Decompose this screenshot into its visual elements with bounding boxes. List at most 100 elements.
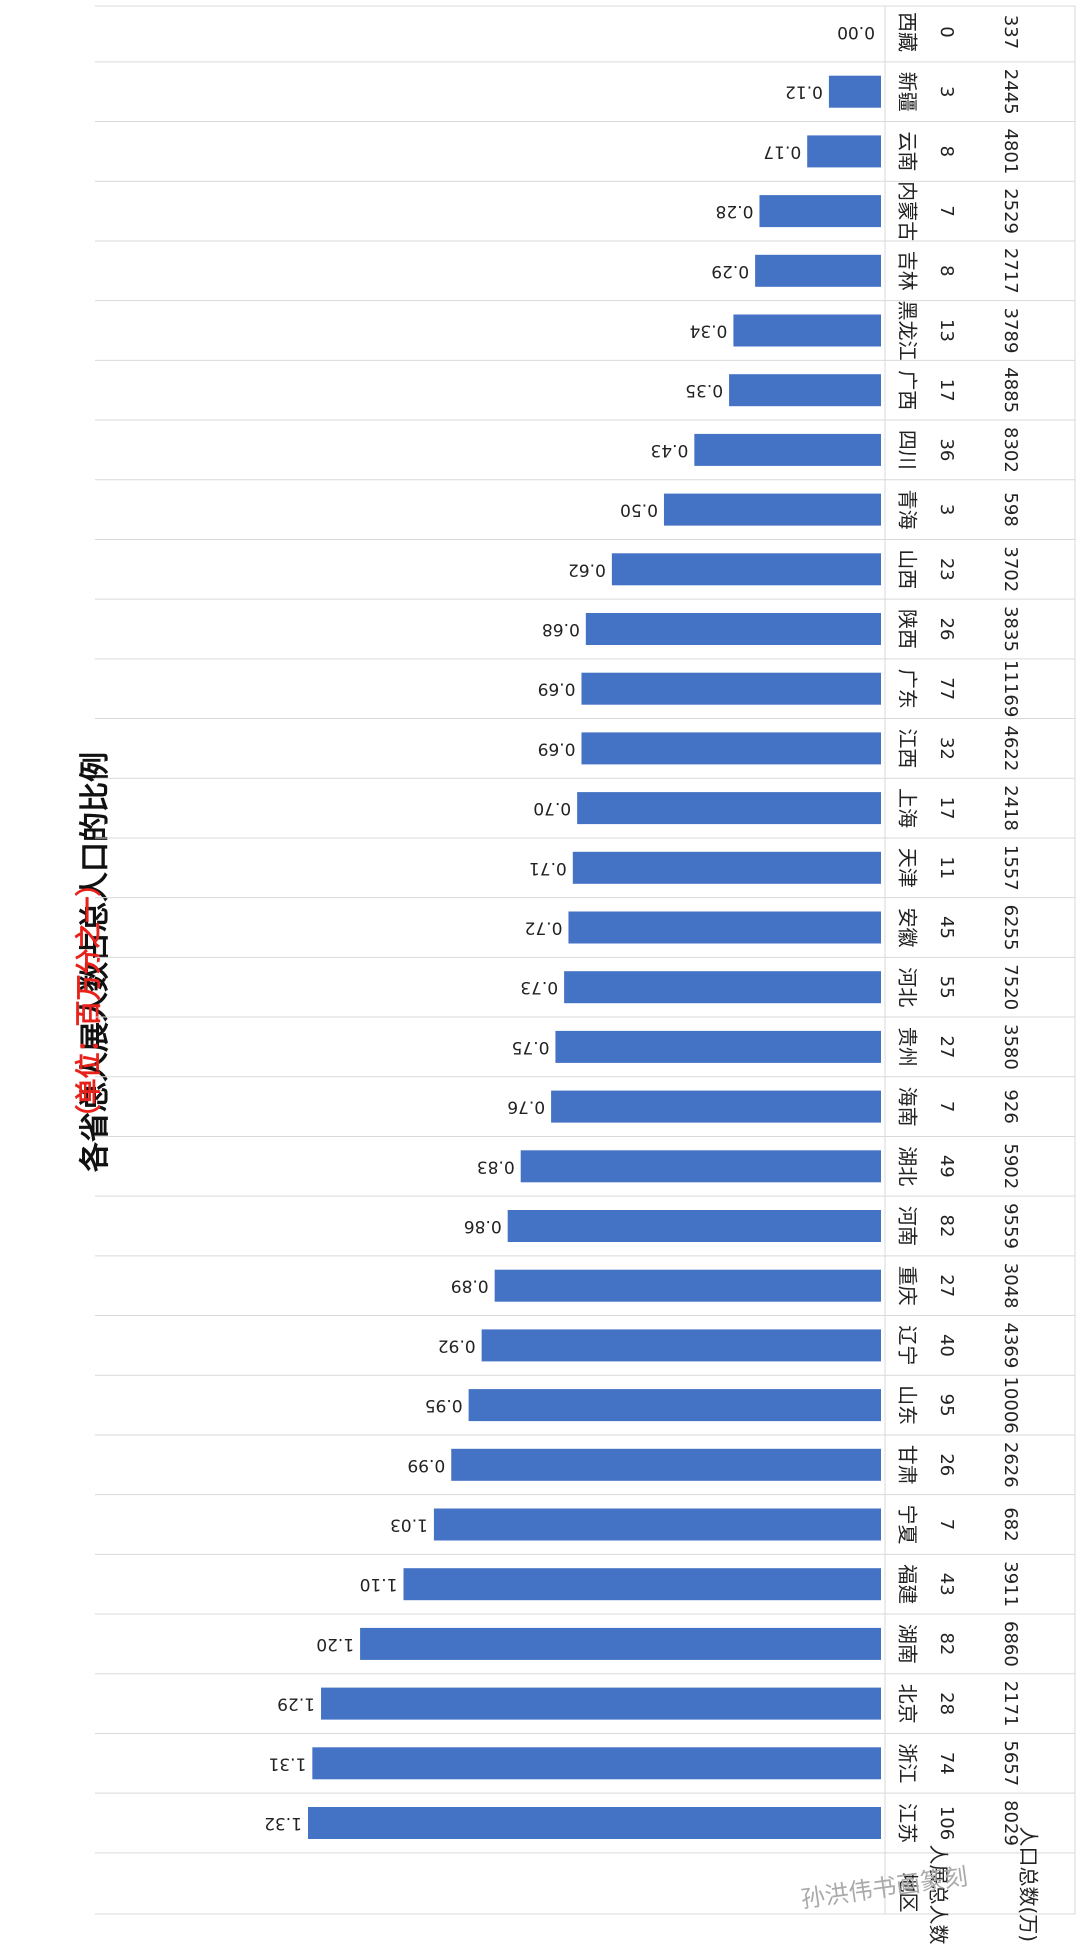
bar bbox=[468, 1389, 881, 1422]
count-label: 3 bbox=[936, 86, 957, 97]
region-label: 江苏 bbox=[896, 1803, 920, 1843]
count-label: 106 bbox=[936, 1806, 957, 1840]
population-label: 4801 bbox=[1000, 128, 1021, 174]
data-label: 1.32 bbox=[264, 1813, 302, 1833]
region-label: 河南 bbox=[896, 1206, 920, 1246]
data-label: 0.12 bbox=[785, 82, 823, 102]
population-label: 682 bbox=[1000, 1507, 1021, 1541]
data-label: 0.70 bbox=[533, 798, 571, 818]
population-label: 11169 bbox=[1000, 660, 1021, 717]
region-label: 新疆 bbox=[896, 72, 920, 112]
population-label: 9559 bbox=[1000, 1203, 1021, 1249]
count-label: 40 bbox=[936, 1334, 957, 1357]
population-label: 2626 bbox=[1000, 1442, 1021, 1488]
population-label: 3580 bbox=[1000, 1024, 1021, 1070]
bar bbox=[451, 1448, 881, 1481]
population-label: 4369 bbox=[1000, 1322, 1021, 1368]
region-label: 广西 bbox=[896, 370, 920, 410]
bar bbox=[568, 911, 881, 944]
data-label: 0.76 bbox=[507, 1097, 545, 1117]
region-label: 湖南 bbox=[896, 1624, 920, 1664]
bar bbox=[729, 374, 881, 407]
population-label: 1557 bbox=[1000, 845, 1021, 891]
population-label: 5902 bbox=[1000, 1143, 1021, 1189]
bar bbox=[308, 1807, 881, 1839]
population-label: 7520 bbox=[1000, 964, 1021, 1010]
bar bbox=[494, 1269, 881, 1302]
bar bbox=[433, 1508, 881, 1541]
population-label: 6860 bbox=[1000, 1621, 1021, 1667]
data-label: 1.20 bbox=[316, 1634, 354, 1654]
data-label: 0.29 bbox=[711, 261, 749, 281]
bar bbox=[360, 1627, 881, 1660]
bar bbox=[585, 613, 881, 645]
bar bbox=[551, 1090, 881, 1123]
bar bbox=[663, 493, 881, 526]
population-label: 8302 bbox=[1000, 427, 1021, 473]
bar bbox=[577, 792, 881, 825]
count-label: 8 bbox=[936, 265, 957, 276]
region-label: 辽宁 bbox=[896, 1325, 920, 1365]
population-label: 598 bbox=[1000, 492, 1021, 526]
count-label: 43 bbox=[936, 1573, 957, 1596]
count-label: 36 bbox=[936, 438, 957, 461]
count-label: 95 bbox=[936, 1394, 957, 1417]
population-label: 2171 bbox=[1000, 1681, 1021, 1727]
region-label: 云南 bbox=[896, 131, 920, 171]
count-label: 32 bbox=[936, 737, 957, 760]
region-label: 海南 bbox=[896, 1087, 920, 1127]
count-label: 23 bbox=[936, 558, 957, 581]
population-label: 2529 bbox=[1000, 188, 1021, 234]
header-population: 人口总数(万) bbox=[1016, 1826, 1041, 1943]
population-label: 4622 bbox=[1000, 725, 1021, 771]
population-label: 10006 bbox=[1000, 1376, 1021, 1433]
bar bbox=[581, 672, 881, 705]
count-label: 28 bbox=[936, 1692, 957, 1715]
bar bbox=[581, 732, 881, 765]
data-label: 1.10 bbox=[360, 1574, 398, 1594]
region-label: 北京 bbox=[896, 1684, 920, 1724]
data-label: 0.17 bbox=[763, 141, 801, 161]
data-label: 0.71 bbox=[529, 858, 567, 878]
bar bbox=[733, 314, 881, 347]
count-label: 82 bbox=[936, 1632, 957, 1655]
bar bbox=[564, 971, 881, 1004]
count-label: 17 bbox=[936, 797, 957, 820]
region-label: 广东 bbox=[896, 669, 920, 709]
region-label: 安徽 bbox=[896, 908, 920, 948]
data-label: 0.69 bbox=[538, 679, 576, 699]
region-label: 贵州 bbox=[896, 1027, 920, 1067]
region-label: 浙江 bbox=[896, 1743, 920, 1783]
region-label: 山东 bbox=[896, 1385, 920, 1425]
population-label: 6255 bbox=[1000, 905, 1021, 951]
region-label: 湖北 bbox=[896, 1146, 920, 1186]
region-label: 宁夏 bbox=[896, 1505, 920, 1545]
population-label: 4885 bbox=[1000, 367, 1021, 413]
population-label: 3702 bbox=[1000, 546, 1021, 592]
count-label: 55 bbox=[936, 976, 957, 999]
region-label: 吉林 bbox=[896, 251, 920, 291]
population-label: 2445 bbox=[1000, 69, 1021, 115]
count-label: 49 bbox=[936, 1155, 957, 1178]
data-label: 0.34 bbox=[690, 321, 728, 341]
bar bbox=[507, 1210, 881, 1242]
bar bbox=[520, 1150, 881, 1183]
bar bbox=[555, 1030, 881, 1063]
count-label: 13 bbox=[936, 319, 957, 342]
data-label: 0.92 bbox=[438, 1335, 476, 1355]
population-label: 3835 bbox=[1000, 606, 1021, 652]
region-label: 陕西 bbox=[896, 609, 920, 649]
data-label: 0.89 bbox=[451, 1276, 489, 1296]
data-label: 0.83 bbox=[477, 1156, 515, 1176]
data-label: 0.72 bbox=[525, 918, 563, 938]
data-label: 1.29 bbox=[277, 1694, 315, 1714]
region-label: 四川 bbox=[896, 430, 920, 470]
data-label: 1.03 bbox=[390, 1515, 428, 1535]
bar bbox=[403, 1568, 881, 1601]
count-label: 27 bbox=[936, 1274, 957, 1297]
data-label: 0.69 bbox=[538, 738, 576, 758]
bar bbox=[807, 135, 881, 168]
data-label: 0.43 bbox=[650, 440, 688, 460]
population-label: 3048 bbox=[1000, 1263, 1021, 1309]
population-label: 3789 bbox=[1000, 308, 1021, 354]
